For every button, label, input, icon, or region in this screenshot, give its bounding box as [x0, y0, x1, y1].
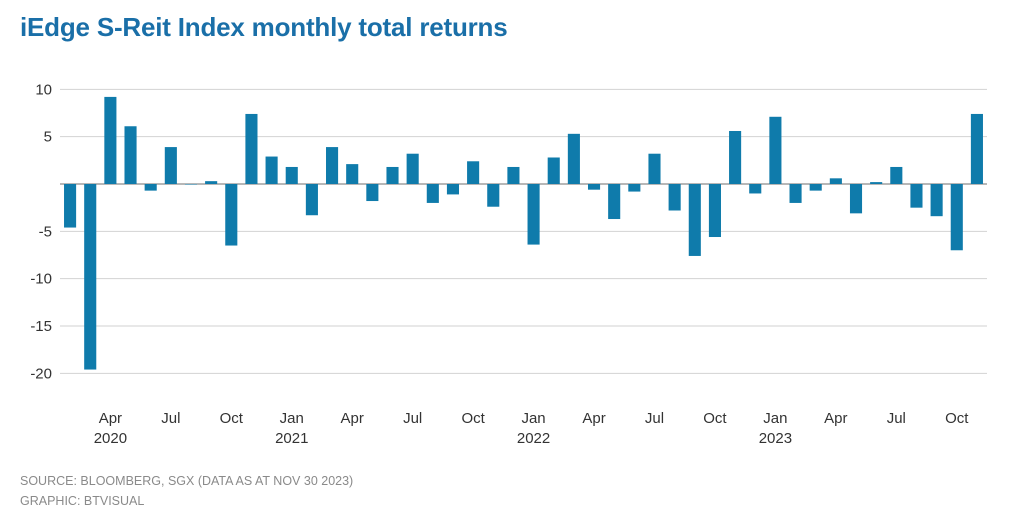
bar	[890, 166, 903, 184]
bar	[164, 147, 177, 184]
bar	[245, 113, 258, 184]
y-tick-label: -10	[30, 271, 52, 288]
bar	[547, 157, 560, 184]
bar	[688, 184, 701, 256]
x-tick-label: Jul	[403, 410, 422, 427]
bars	[64, 96, 983, 370]
bar	[467, 161, 480, 184]
bar	[910, 184, 923, 208]
bar	[870, 182, 883, 184]
bar	[809, 184, 822, 191]
bar	[305, 184, 318, 216]
bar	[628, 184, 641, 192]
x-tick-label: Jan	[521, 410, 545, 427]
x-tick-label: Jul	[645, 410, 664, 427]
bar	[406, 153, 419, 184]
x-tick-label: Apr	[582, 410, 605, 427]
bar	[789, 184, 802, 203]
bar	[849, 184, 863, 214]
bar	[749, 184, 762, 194]
bar	[84, 184, 97, 370]
bar	[144, 184, 157, 191]
chart-title: iEdge S-Reit Index monthly total returns	[20, 12, 508, 42]
bar	[386, 166, 399, 184]
gridlines	[60, 88, 987, 374]
x-tick-label: Jul	[161, 410, 180, 427]
y-tick-label: -20	[30, 365, 52, 382]
x-tick-label: Jan	[763, 410, 787, 427]
bar	[950, 184, 963, 251]
graphic-credit: GRAPHIC: BTVISUAL	[20, 494, 145, 508]
x-year-label: 2020	[94, 430, 127, 447]
x-year-label: 2022	[517, 430, 550, 447]
bar	[366, 184, 379, 202]
bar	[829, 178, 842, 184]
x-tick-label: Jul	[887, 410, 906, 427]
bar	[346, 164, 359, 184]
x-tick-label: Oct	[945, 410, 969, 427]
bar	[184, 184, 198, 185]
bar	[446, 184, 460, 195]
bar	[970, 113, 983, 184]
bar	[608, 184, 621, 220]
bar	[285, 166, 298, 184]
bar	[326, 147, 339, 184]
y-axis-ticks: 10 5 -5 -10 -15 -20	[30, 81, 52, 382]
x-tick-label: Oct	[703, 410, 727, 427]
bar	[507, 166, 520, 184]
x-tick-label: Oct	[220, 410, 244, 427]
x-year-label: 2021	[275, 430, 308, 447]
y-tick-label: -15	[30, 318, 52, 335]
y-tick-label: -5	[39, 223, 52, 240]
x-tick-label: Apr	[341, 410, 364, 427]
x-tick-label: Apr	[99, 410, 122, 427]
bar	[930, 184, 943, 217]
x-tick-label: Apr	[824, 410, 847, 427]
bar	[124, 126, 137, 184]
bar	[567, 133, 580, 184]
x-tick-label: Oct	[461, 410, 485, 427]
bar	[426, 184, 439, 203]
bar	[205, 181, 218, 184]
y-tick-label: 10	[35, 81, 52, 98]
bar	[265, 156, 278, 184]
bar	[487, 184, 500, 207]
bar	[104, 96, 117, 184]
bar	[708, 184, 721, 238]
bar	[587, 184, 601, 190]
source-note: SOURCE: BLOOMBERG, SGX (DATA AS AT NOV 3…	[20, 474, 354, 488]
bar	[648, 153, 661, 184]
bar	[729, 130, 742, 184]
x-axis-ticks: Apr 2020 Jul Oct Jan 2021 Apr Jul Oct Jan 2022 Apr J…	[94, 410, 970, 447]
y-tick-label: 5	[44, 129, 52, 146]
bar	[527, 184, 540, 245]
bar	[64, 184, 77, 228]
bar	[769, 116, 782, 184]
x-year-label: 2023	[759, 430, 792, 447]
bar	[668, 184, 681, 211]
x-tick-label: Jan	[280, 410, 304, 427]
bar	[225, 184, 238, 246]
